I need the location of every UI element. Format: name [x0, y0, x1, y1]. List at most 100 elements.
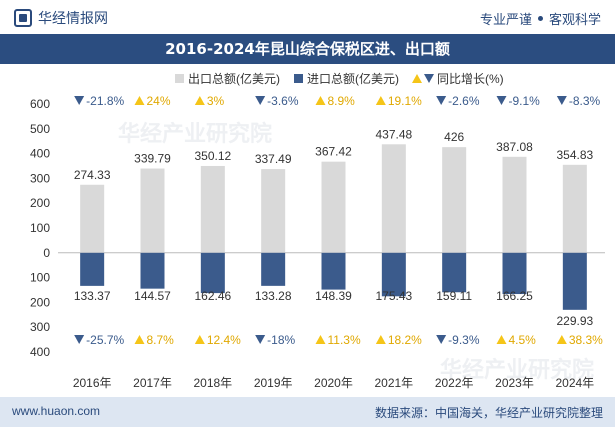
export-growth-label: 19.1%	[388, 94, 422, 108]
legend-up-triangle	[412, 74, 422, 83]
export-growth-up-triangle	[375, 96, 386, 105]
import-bar	[200, 252, 225, 294]
x-tick-label: 2017年	[133, 376, 172, 390]
export-value-label: 274.33	[74, 168, 111, 182]
import-growth-up-triangle	[134, 335, 145, 344]
export-growth-label: -9.1%	[509, 94, 541, 108]
import-growth-down-triangle	[436, 335, 447, 344]
export-growth-label: -21.8%	[86, 94, 124, 108]
y-tick-label: 300	[30, 171, 50, 185]
export-value-label: 367.42	[315, 145, 352, 159]
export-value-label: 437.48	[375, 127, 412, 141]
import-growth-label: -25.7%	[86, 333, 124, 347]
export-growth-label: -2.6%	[448, 94, 480, 108]
export-value-label: 387.08	[496, 140, 533, 154]
x-tick-label: 2020年	[314, 376, 353, 390]
footer-site: www.huaon.com	[12, 404, 101, 418]
watermark-2: 华经产业研究院	[440, 358, 595, 383]
x-tick-label: 2022年	[435, 376, 474, 390]
export-growth-down-triangle	[255, 96, 266, 105]
export-growth-down-triangle	[436, 96, 447, 105]
import-bar	[562, 252, 587, 310]
export-bar	[442, 147, 467, 253]
export-growth-label: 3%	[207, 94, 225, 108]
export-growth-up-triangle	[134, 96, 145, 105]
tagline-2: 客观科学	[548, 12, 601, 27]
dot-icon	[537, 16, 543, 21]
y-tick-label: 500	[30, 122, 50, 136]
legend-label-2: 进口总额(亿美元)	[307, 71, 399, 86]
y-tick-label: 400	[30, 345, 50, 359]
y-tick-label: 200	[30, 196, 50, 210]
export-bar	[562, 164, 587, 253]
import-growth-down-triangle	[255, 335, 266, 344]
import-growth-up-triangle	[375, 335, 386, 344]
legend-label-growth: 同比增长(%)	[437, 72, 504, 86]
import-growth-label: 18.2%	[388, 333, 422, 347]
import-bar	[502, 252, 527, 295]
import-growth-up-triangle	[496, 335, 507, 344]
import-growth-label: -9.3%	[448, 333, 480, 347]
y-tick-label: 600	[30, 97, 50, 111]
export-bar	[261, 169, 286, 253]
import-bar	[321, 252, 346, 290]
watermark-1: 华经产业研究院	[118, 122, 273, 147]
export-value-label: 426	[444, 130, 464, 144]
export-bar	[80, 184, 105, 253]
export-bar	[381, 144, 406, 253]
import-growth-label: 8.7%	[147, 333, 175, 347]
y-tick-label: 200	[30, 295, 50, 309]
import-growth-label: 4.5%	[509, 333, 537, 347]
legend-label-1: 出口总额(亿美元)	[188, 71, 280, 86]
x-tick-label: 2021年	[374, 376, 413, 390]
import-value-label: 159.11	[436, 289, 472, 303]
import-bar	[80, 252, 105, 286]
import-growth-up-triangle	[194, 335, 205, 344]
export-growth-up-triangle	[315, 96, 326, 105]
export-growth-down-triangle	[74, 96, 85, 105]
import-value-label: 166.25	[496, 289, 533, 303]
y-tick-label: 0	[43, 246, 50, 260]
import-value-label: 175.43	[375, 289, 412, 303]
import-growth-up-triangle	[315, 335, 326, 344]
import-value-label: 133.37	[74, 289, 111, 303]
tagline-1: 专业严谨	[479, 12, 532, 27]
y-tick-label: 100	[30, 271, 50, 285]
y-tick-label: 100	[30, 221, 50, 235]
export-growth-down-triangle	[556, 96, 567, 105]
brand-name: 华经情报网	[38, 10, 108, 26]
export-bar	[140, 168, 165, 253]
tagline: 专业严谨 客观科学	[480, 9, 601, 28]
export-growth-down-triangle	[496, 96, 507, 105]
import-growth-label: 11.3%	[328, 333, 361, 347]
import-value-label: 229.93	[556, 314, 593, 328]
import-growth-up-triangle	[556, 335, 567, 344]
import-bar	[442, 252, 467, 293]
import-growth-label: 38.3%	[569, 333, 603, 347]
x-tick-label: 2024年	[555, 376, 594, 390]
x-tick-label: 2018年	[193, 376, 232, 390]
export-growth-label: -8.3%	[569, 94, 601, 108]
export-value-label: 337.49	[255, 152, 292, 166]
import-value-label: 144.57	[134, 289, 171, 303]
chart: 出口总额(亿美元) 进口总额(亿美元) 同比增长(%) 600 500 400 300 200…	[30, 71, 605, 390]
import-bar	[381, 252, 406, 297]
legend-swatch-1	[175, 74, 184, 83]
export-value-label: 339.79	[134, 152, 171, 166]
import-value-label: 162.46	[194, 289, 231, 303]
export-bar	[321, 161, 346, 253]
legend-swatch-2	[294, 74, 303, 83]
footer: www.huaon.com 数据来源：中国海关，华经产业研究院整理	[0, 397, 615, 427]
export-growth-up-triangle	[194, 96, 205, 105]
import-value-label: 148.39	[315, 289, 352, 303]
chart-title: 2016-2024年昆山综合保税区进、出口额	[0, 34, 615, 64]
x-tick-label: 2019年	[254, 376, 293, 390]
export-growth-label: 8.9%	[328, 94, 356, 108]
footer-source: 数据来源：中国海关，华经产业研究院整理	[374, 406, 603, 420]
export-bar	[200, 165, 225, 253]
import-growth-down-triangle	[74, 335, 85, 344]
x-tick-label: 2016年	[73, 376, 112, 390]
brand-logo-icon	[14, 9, 32, 27]
import-bar	[140, 252, 165, 289]
export-value-label: 354.83	[556, 148, 593, 162]
